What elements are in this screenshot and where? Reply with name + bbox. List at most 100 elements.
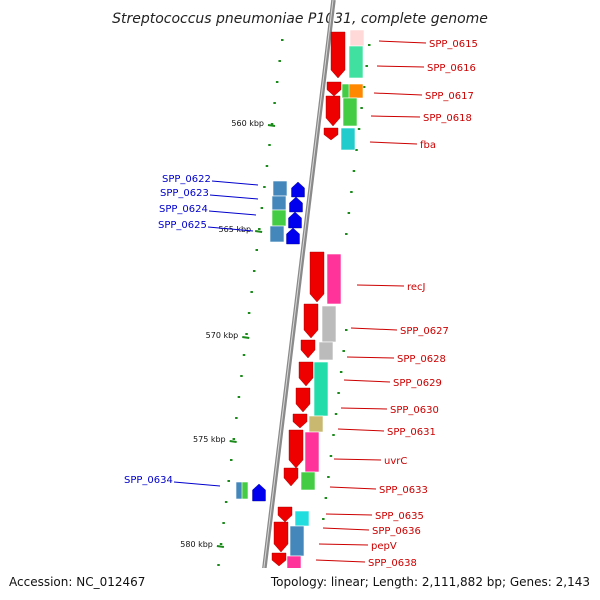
forward-gene-label: recJ (407, 282, 426, 293)
scale-tick (267, 124, 276, 127)
forward-gene-arrow (330, 31, 346, 79)
reverse-gene-arrow (289, 196, 303, 213)
forward-gene-arrow (283, 467, 299, 487)
gene-feature-block (318, 341, 334, 361)
gene-feature-block (271, 209, 287, 227)
gene-feature-block (269, 225, 285, 243)
forward-gene-leader (318, 543, 369, 546)
forward-gene-arrow (288, 429, 304, 469)
gene-feature-block (271, 195, 287, 211)
reverse-gene-leader (207, 226, 254, 232)
forward-gene-leader (370, 115, 421, 118)
reverse-gene-arrow (291, 181, 305, 198)
forward-gene-arrow (300, 339, 316, 359)
gene-feature-block (308, 415, 324, 433)
reverse-gene-leader (209, 194, 259, 200)
accession-text: Accession: NC_012467 (9, 575, 145, 589)
gene-feature-block (300, 471, 316, 491)
gene-feature-block (326, 253, 342, 305)
reverse-gene-leader (208, 210, 257, 216)
gene-feature-block (272, 180, 288, 197)
footer-background (0, 568, 600, 600)
forward-gene-label: pepV (371, 541, 397, 552)
gene-feature-block (313, 361, 329, 417)
forward-gene-label: SPP_0616 (427, 63, 476, 74)
forward-gene-arrow (277, 506, 293, 523)
forward-gene-arrow (298, 361, 314, 387)
reverse-gene-label: SPP_0623 (160, 188, 209, 199)
forward-gene-leader (373, 92, 423, 96)
forward-gene-leader (378, 40, 427, 44)
gene-feature-block (342, 97, 358, 127)
forward-gene-leader (350, 327, 398, 331)
forward-gene-leader (315, 559, 366, 563)
scale-tick (216, 545, 225, 548)
forward-gene-label: SPP_0617 (425, 91, 474, 102)
reverse-gene-label: SPP_0624 (159, 204, 208, 215)
scale-tick-label: 580 kbp (180, 540, 213, 549)
reverse-gene-arrow (288, 211, 302, 229)
forward-gene-label: SPP_0615 (429, 39, 478, 50)
reverse-gene-arrow (286, 227, 300, 245)
forward-gene-label: SPP_0618 (423, 113, 472, 124)
reverse-gene-leader (173, 481, 221, 487)
forward-gene-label: SPP_0631 (387, 427, 436, 438)
forward-gene-arrow (292, 413, 308, 429)
reverse-gene-label: SPP_0625 (158, 220, 207, 231)
dot-track (214, 39, 371, 587)
forward-gene-label: SPP_0630 (390, 405, 439, 416)
gene-features (235, 29, 365, 571)
forward-gene-label: SPP_0627 (400, 326, 449, 337)
forward-gene-label: fba (420, 140, 436, 151)
gene-feature-block (348, 83, 364, 99)
forward-gene-label: SPP_0638 (368, 558, 417, 569)
map-title: Streptococcus pneumoniae P1031, complete… (112, 11, 488, 27)
forward-gene-leader (322, 527, 370, 531)
forward-gene-label: SPP_0636 (372, 526, 421, 537)
gene-feature-block (321, 305, 337, 343)
forward-gene-arrow (326, 81, 342, 97)
axis-highlight (259, 0, 334, 600)
forward-gene-arrow (273, 521, 289, 553)
reverse-gene-label: SPP_0622 (162, 174, 211, 185)
forward-gene-leader (343, 379, 391, 383)
forward-gene-arrow (303, 303, 319, 339)
forward-gene-arrow (323, 127, 339, 141)
reverse-gene-arrow (252, 483, 266, 502)
genome-summary-text: Topology: linear; Length: 2,111,882 bp; … (270, 575, 590, 589)
genome-axis (258, 0, 336, 600)
forward-gene-leader (346, 356, 395, 359)
scale-tick-label: 560 kbp (231, 119, 264, 128)
forward-gene-leader (325, 513, 373, 516)
gene-feature-block (304, 431, 320, 473)
reverse-gene-label: SPP_0634 (124, 475, 173, 486)
forward-gene-leader (340, 407, 388, 410)
scale-tick (229, 440, 237, 443)
forward-gene-arrow (325, 95, 341, 127)
scale-tick-label: 575 kbp (193, 435, 226, 444)
scale-tick (254, 230, 263, 233)
reverse-gene-leader (211, 180, 259, 186)
forward-gene-label: uvrC (384, 456, 407, 467)
forward-gene-arrow (295, 387, 311, 413)
forward-gene-label: SPP_0635 (375, 511, 424, 522)
scale-tick-label: 570 kbp (206, 331, 239, 340)
forward-gene-arrow (309, 251, 325, 303)
forward-gene-leader (333, 458, 382, 461)
forward-gene-leader (337, 428, 385, 432)
gene-feature-block (340, 127, 356, 151)
gene-feature-block (241, 481, 249, 500)
forward-gene-label: SPP_0628 (397, 354, 446, 365)
gene-feature-block (348, 45, 364, 79)
forward-gene-leader (329, 486, 377, 490)
forward-gene-leader (376, 65, 425, 68)
forward-gene-leader (369, 141, 418, 145)
gene-feature-block (349, 29, 365, 47)
gene-feature-block (294, 510, 310, 527)
scale-tick (242, 336, 250, 339)
gene-feature-block (289, 525, 305, 557)
forward-gene-leader (356, 284, 405, 287)
